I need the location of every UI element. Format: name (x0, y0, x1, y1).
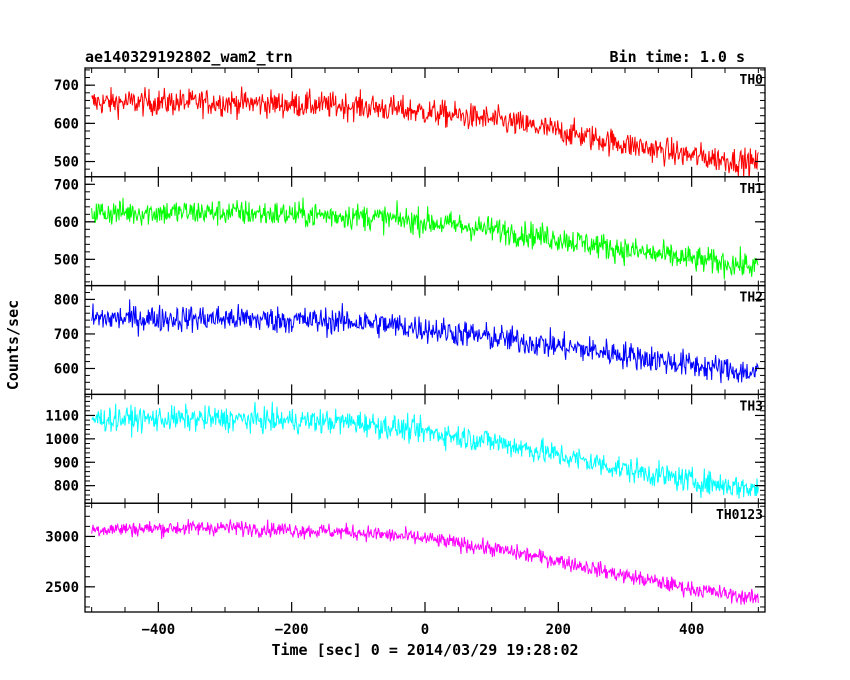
y-tick-label: 700 (54, 177, 79, 193)
panel-label: TH3 (740, 399, 763, 414)
series-line-th1 (91, 197, 759, 280)
panel-label: TH0 (740, 73, 764, 88)
series-line-th2 (91, 299, 759, 384)
series-line-th3 (91, 401, 759, 499)
x-tick-label: −200 (275, 622, 309, 638)
y-tick-label: 500 (54, 252, 79, 268)
x-tick-label: 200 (546, 622, 571, 638)
x-axis-label: Time [sec] 0 = 2014/03/29 19:28:02 (271, 641, 578, 659)
y-tick-label: 600 (54, 116, 79, 132)
y-tick-label: 600 (54, 361, 79, 377)
y-tick-label: 500 (54, 155, 79, 171)
bin-time-label: Bin time: 1.0 s (610, 48, 745, 66)
y-tick-label: 900 (54, 455, 79, 471)
panel-label: TH0123 (716, 508, 763, 523)
panel-frame (84, 502, 766, 613)
panel-th2: 600 700 800 TH2 (54, 284, 766, 396)
y-tick-label: 700 (54, 78, 79, 94)
x-axis: −400 −200 0 200 400 (141, 622, 704, 638)
panel-label: TH2 (740, 291, 763, 306)
panel-th1: 500 600 700 TH1 (54, 176, 766, 287)
y-tick-label: 1100 (45, 408, 79, 424)
series-line-th0 (91, 86, 759, 177)
y-tick-label: 800 (54, 479, 79, 495)
y-tick-label: 600 (54, 215, 79, 231)
panel-frame (84, 176, 766, 287)
series-line-th0123 (91, 519, 759, 605)
y-tick-label: 800 (54, 292, 79, 308)
y-tick-label: 1000 (45, 432, 79, 448)
x-tick-label: 0 (421, 622, 429, 638)
y-axis-label: Counts/sec (4, 300, 22, 390)
panel-th3: 800 900 1000 1100 TH3 (45, 393, 766, 504)
panel-frame (84, 284, 766, 396)
panel-label: TH1 (740, 182, 764, 197)
y-tick-label: 700 (54, 327, 79, 343)
panel-th0123: 2500 3000 TH0123 (45, 502, 766, 613)
x-tick-label: −400 (141, 622, 175, 638)
x-tick-label: 400 (679, 622, 704, 638)
panels: 500 600 700 TH0 500 600 700 TH1 600 700 800 TH2 800 9… (45, 67, 766, 613)
chart-title: ae140329192802_wam2_trn (85, 48, 293, 66)
y-tick-label: 3000 (45, 529, 79, 545)
panel-th0: 500 600 700 TH0 (54, 67, 766, 178)
y-tick-label: 2500 (45, 580, 79, 596)
